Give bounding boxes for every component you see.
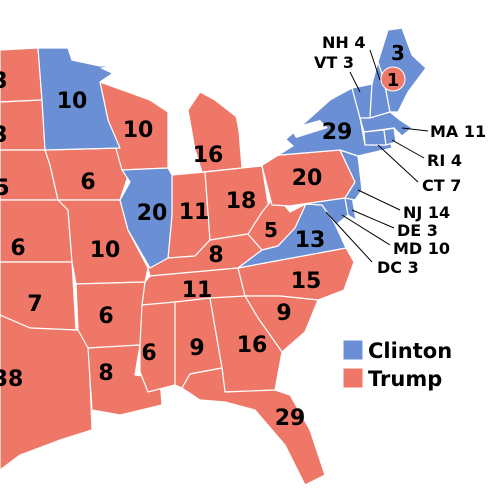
- label-tn: 11: [182, 278, 213, 303]
- state-connecticut: [363, 129, 387, 146]
- callout-nh: NH 4: [322, 33, 365, 52]
- callout-nj: NJ 14: [403, 203, 450, 222]
- label-mi: 16: [193, 143, 224, 168]
- leader-ma: [401, 127, 429, 132]
- legend-label-trump: Trump: [368, 367, 442, 391]
- lake-ontario: [290, 120, 328, 138]
- legend-swatch-trump: [342, 367, 364, 389]
- label-mn: 10: [57, 89, 88, 114]
- callout-de: DE 3: [397, 221, 438, 240]
- leader-de: [351, 209, 395, 229]
- leader-nj: [357, 189, 401, 211]
- leader-dc: [325, 211, 373, 263]
- label-ks: 6: [10, 236, 25, 261]
- lake-michigan: [168, 104, 188, 172]
- label-wi: 10: [123, 118, 154, 143]
- state-florida: [181, 367, 326, 486]
- label-la: 8: [98, 361, 113, 386]
- state-labels: 3 3 5 6 7 38 10 10 16 6 20 11 18 20 29 3…: [0, 41, 405, 431]
- label-oh: 18: [226, 189, 257, 214]
- leader-md: [341, 214, 391, 246]
- state-michigan: [187, 91, 243, 173]
- label-ky: 8: [208, 243, 223, 268]
- label-ny: 29: [322, 120, 353, 145]
- label-ms: 6: [141, 341, 156, 366]
- callout-ri: RI 4: [427, 151, 462, 170]
- legend: Clinton Trump: [342, 339, 452, 391]
- label-sd: 3: [0, 123, 8, 148]
- maine-district-circle: [380, 66, 406, 92]
- legend-label-clinton: Clinton: [368, 339, 452, 363]
- northeast-callouts: NH 4 VT 3 MA 11 RI 4 CT 7 NJ 14 DE 3 MD …: [314, 33, 486, 277]
- label-sc: 9: [276, 301, 291, 326]
- trump-states: [0, 47, 356, 486]
- leader-ct: [377, 144, 419, 183]
- great-lakes: [100, 58, 328, 172]
- leader-nh: [369, 49, 381, 81]
- label-fl: 29: [275, 406, 306, 431]
- label-mo: 10: [90, 238, 121, 263]
- label-nc: 15: [291, 269, 322, 294]
- label-ia: 6: [80, 170, 95, 195]
- state-louisiana: [87, 344, 163, 416]
- label-wv: 5: [264, 218, 278, 242]
- leader-vt: [349, 71, 361, 93]
- label-me: 3: [391, 41, 405, 65]
- lake-erie: [242, 138, 294, 166]
- legend-swatch-clinton: [342, 339, 364, 361]
- label-va: 13: [295, 228, 326, 253]
- label-in: 11: [179, 200, 210, 225]
- leader-ri: [391, 139, 425, 159]
- state-texas: [0, 314, 93, 471]
- label-al: 9: [189, 336, 204, 361]
- label-me-district: 1: [387, 70, 400, 91]
- clinton-states: [37, 27, 427, 269]
- state-minnesota: [37, 47, 126, 151]
- label-ok: 7: [27, 292, 42, 317]
- label-ne: 5: [0, 176, 10, 201]
- label-nd: 3: [0, 69, 8, 94]
- label-ga: 16: [237, 333, 268, 358]
- state-new-york: [267, 87, 393, 157]
- callout-ct: CT 7: [422, 176, 461, 195]
- callout-ma: MA 11: [430, 122, 486, 141]
- label-il: 20: [137, 201, 168, 226]
- label-pa: 20: [292, 166, 323, 191]
- state-illinois: [119, 167, 173, 269]
- label-ar: 6: [98, 304, 113, 329]
- callout-dc: DC 3: [377, 258, 419, 277]
- lake-superior: [100, 58, 210, 90]
- lake-huron: [220, 90, 262, 150]
- label-tx: 38: [0, 367, 23, 392]
- callout-vt: VT 3: [314, 53, 354, 72]
- callout-md: MD 10: [393, 239, 450, 258]
- state-rhode-island: [383, 127, 397, 146]
